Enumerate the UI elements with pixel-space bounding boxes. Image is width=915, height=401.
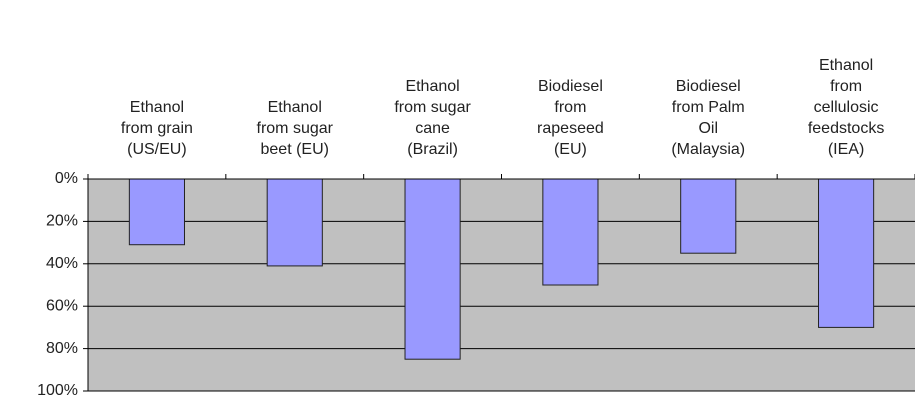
bar xyxy=(680,178,737,254)
y-tick-label: 0% xyxy=(55,170,78,187)
y-tick-label: 100% xyxy=(37,382,78,399)
plot-area xyxy=(88,179,915,391)
bar xyxy=(266,178,323,267)
bar xyxy=(542,178,599,286)
y-tick-label: 80% xyxy=(46,340,78,357)
x-tick-label: Ethanol from sugar cane (Brazil) xyxy=(394,78,471,158)
x-tick-label: Ethanol from grain (US/EU) xyxy=(120,99,193,158)
y-tick-label: 60% xyxy=(46,297,78,314)
x-tick-label: Ethanol from sugar beet (EU) xyxy=(256,99,333,158)
bar xyxy=(818,178,875,328)
x-tick-label: Ethanol from cellulosic feedstocks (IEA) xyxy=(807,57,885,158)
y-tick-label: 20% xyxy=(46,213,78,230)
x-tick-label: Biodiesel from Palm Oil (Malaysia) xyxy=(671,78,746,158)
bar xyxy=(404,178,461,360)
y-tick-label: 40% xyxy=(46,255,78,272)
bar xyxy=(128,178,185,246)
x-tick-label: Biodiesel from rapeseed (EU) xyxy=(537,78,604,158)
